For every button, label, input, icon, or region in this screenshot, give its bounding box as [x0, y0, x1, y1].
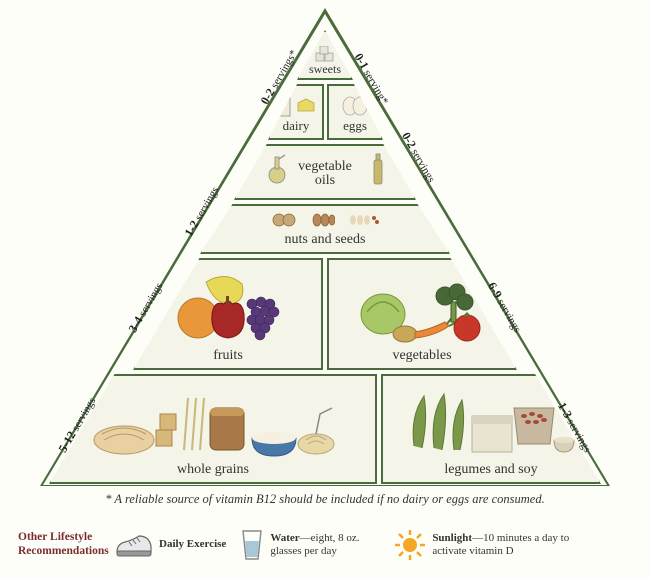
tier-label: vegetableoils [236, 160, 414, 188]
rec-sunlight: Sunlight—10 minutes a day to activate vi… [394, 529, 572, 561]
tier-label: fruits [135, 348, 321, 364]
grains-icon [88, 384, 338, 462]
tier-label: sweets [299, 62, 351, 77]
tier-label: nuts and seeds [202, 232, 448, 248]
cheese-icon [297, 98, 315, 112]
fruits-icon [168, 274, 288, 346]
tier-nuts-seeds: nuts and seeds [200, 204, 450, 254]
water-glass-icon [240, 529, 264, 561]
rec-exercise: Daily Exercise [115, 532, 226, 558]
footnote-text: * A reliable source of vitamin B12 shoul… [0, 492, 650, 507]
lifestyle-recommendations: Other LifestyleRecommendations Daily Exe… [0, 520, 650, 570]
sun-icon [394, 529, 426, 561]
tier-label: vegetables [329, 348, 515, 364]
rec-water: Water—eight, 8 oz. glasses per day [240, 529, 380, 561]
tier-label: whole grains [51, 462, 375, 478]
tier-label: legumes and soy [383, 462, 599, 478]
recommendations-title: Other LifestyleRecommendations [0, 531, 115, 559]
food-pyramid: sweets 0-2 servings* dairy eggs 0-1 serv… [0, 0, 650, 490]
sneaker-icon [115, 532, 153, 558]
seeds-icon [349, 214, 379, 226]
almonds-icon [311, 213, 335, 227]
peanut-icon [271, 212, 297, 228]
